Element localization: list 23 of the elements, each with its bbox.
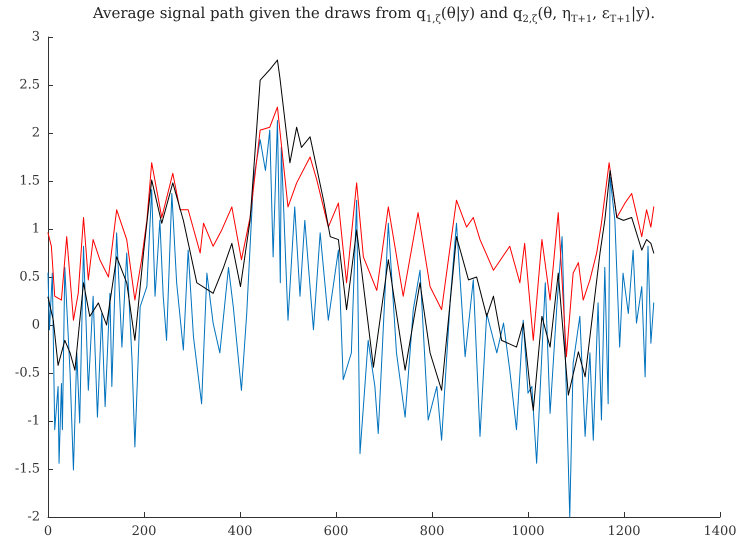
y-tick-label: 0.5 — [19, 270, 40, 284]
y-tick-label: 1 — [32, 222, 40, 236]
y-tick-label: 3 — [32, 30, 40, 44]
y-tick-label: 1.5 — [19, 174, 40, 188]
y-tick-label: -2 — [27, 510, 40, 524]
x-tick-label: 1400 — [703, 524, 737, 539]
line-series — [48, 60, 654, 411]
line-series — [48, 120, 654, 518]
line-series — [48, 106, 654, 358]
x-tick-label: 200 — [132, 524, 156, 539]
x-tick-label: 600 — [324, 524, 348, 539]
y-tick-label: 0 — [32, 318, 40, 332]
x-tick-label: 1200 — [607, 524, 641, 539]
y-tick-label: -1.5 — [14, 462, 40, 476]
y-tick-label: 2.5 — [19, 78, 40, 92]
y-tick-label: -1 — [27, 414, 40, 428]
y-tick-label: -0.5 — [14, 366, 40, 380]
x-tick-label: 800 — [420, 524, 444, 539]
chart-title: Average signal path given the draws from q$_{1,ζ}$(θ|y) and q$_{2,ζ}$(θ, η$_{T+1}$, ε$_{T+1}$|y). — [92, 4, 656, 25]
x-tick-label: 0 — [44, 524, 52, 539]
x-tick-label: 400 — [228, 524, 252, 539]
x-tick-label: 1000 — [511, 524, 545, 539]
y-tick-label: 2 — [32, 126, 40, 140]
